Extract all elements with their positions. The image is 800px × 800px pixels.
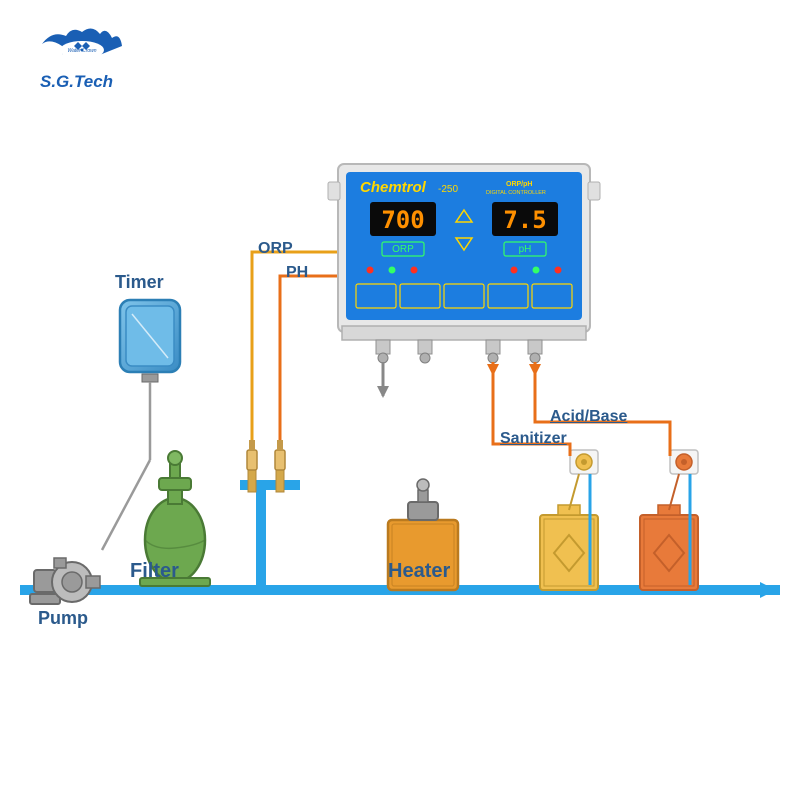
- ctrl-arrow-gray: [377, 386, 389, 398]
- timer-wire-2: [102, 460, 150, 550]
- ph-signal-line: [280, 276, 346, 440]
- svg-text:DIGITAL CONTROLLER: DIGITAL CONTROLLER: [486, 190, 546, 196]
- dosing-pump-2: [670, 450, 698, 474]
- svg-text:7.5: 7.5: [503, 206, 546, 234]
- svg-text:Chemtrol: Chemtrol: [360, 179, 427, 196]
- timer-device: [120, 300, 180, 382]
- sanitizer-label: Sanitizer: [500, 430, 567, 448]
- ph-probe: [275, 440, 285, 492]
- pump-label: Pump: [38, 608, 88, 629]
- dosing-pump-1: [570, 450, 598, 474]
- ctrl-arrow-san: [487, 364, 499, 376]
- orp-probe: [247, 440, 257, 492]
- svg-text:ORP: ORP: [392, 244, 414, 255]
- ctrl-arrow-acid: [529, 364, 541, 376]
- svg-text:700: 700: [381, 206, 424, 234]
- filter-label: Filter: [130, 560, 179, 583]
- pipe-arrow-2: [760, 582, 776, 598]
- heater-label: Heater: [388, 560, 450, 583]
- orp-label: ORP: [258, 240, 293, 258]
- svg-text:-250: -250: [438, 184, 458, 195]
- svg-text:pH: pH: [519, 244, 532, 255]
- probe-riser-pipe: [256, 486, 266, 586]
- controller: Chemtrol -250 ORP/pH DIGITAL CONTROLLER …: [328, 164, 600, 363]
- ph-label: PH: [286, 264, 308, 282]
- pump: [30, 558, 100, 604]
- acid-base-label: Acid/Base: [550, 408, 627, 426]
- svg-text:ORP/pH: ORP/pH: [506, 181, 532, 188]
- timer-label: Timer: [115, 272, 164, 293]
